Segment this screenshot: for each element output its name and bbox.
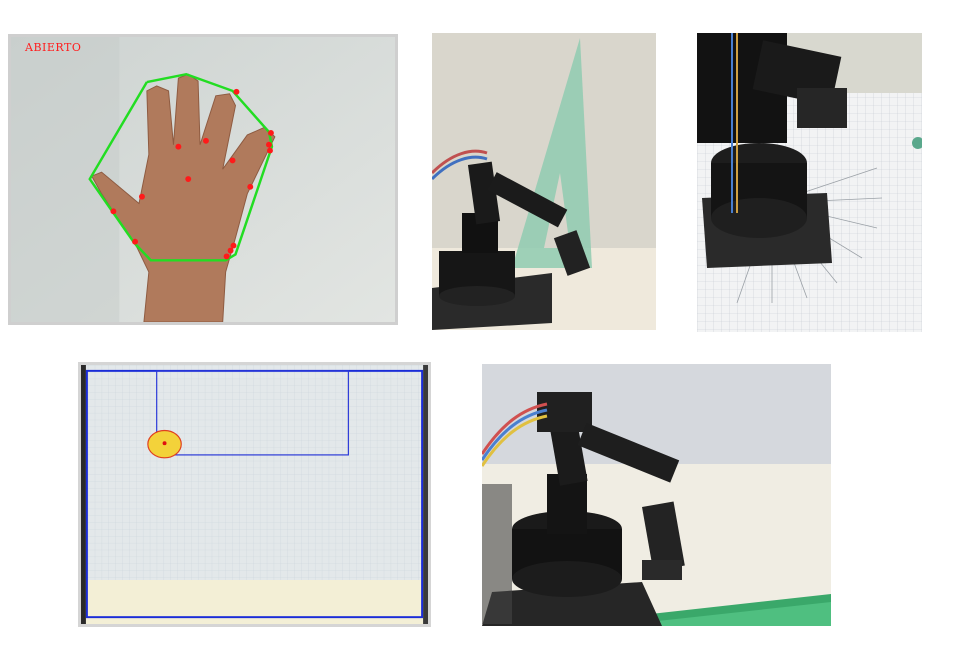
object-center [162, 441, 167, 446]
hand-landmarks [110, 88, 274, 260]
robot-arm-side-view-photo [482, 364, 831, 626]
robot-arm-top-view-photo [697, 33, 922, 332]
hand-detection-photo: ABIERTO [8, 34, 398, 325]
hand-status-label: ABIERTO [25, 41, 82, 54]
convex-hull [88, 72, 274, 262]
grid-detection-photo [78, 362, 431, 627]
reach-zone [156, 370, 349, 456]
robot-arm-triangle-photo [432, 33, 656, 330]
